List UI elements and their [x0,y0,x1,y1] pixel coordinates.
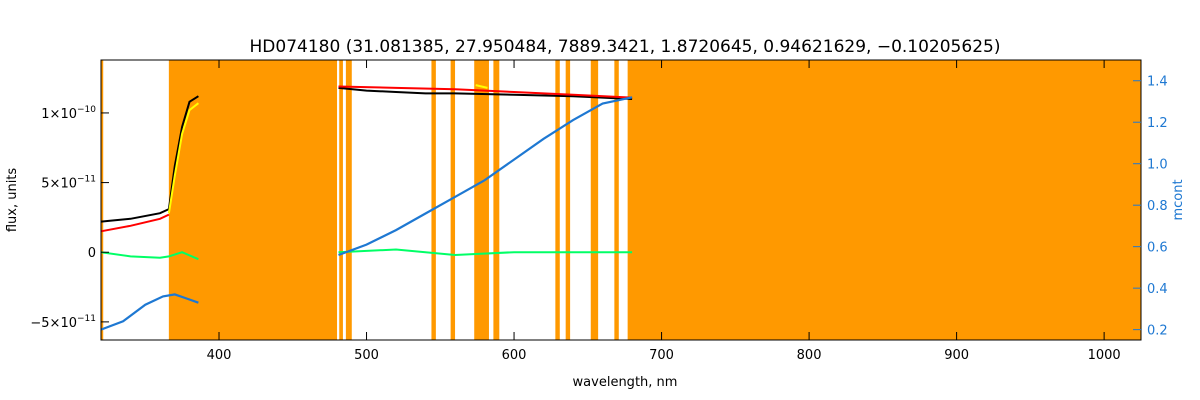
masked-region-7 [493,60,500,340]
masked-region-3 [345,60,352,340]
y2-tick-label-5: 1.2 [1147,116,1168,131]
x-tick-label-6: 1000 [1088,348,1121,363]
series-0-segment-1 [338,86,633,100]
y2-tick-label-1: 0.4 [1147,282,1168,297]
series-2-segment-0 [167,102,200,214]
masked-region-4 [431,60,436,340]
masked-region-0 [101,60,104,340]
series-4-segment-0 [100,293,199,331]
masked-region-8 [555,60,560,340]
masked-region-6 [474,60,489,340]
y2-tick-label-2: 0.6 [1147,241,1168,256]
series-0-segment-0 [100,95,199,223]
masked-region-1 [168,60,338,340]
series-layer [100,84,633,331]
y-axis-title: flux, units [5,168,20,233]
chart-title: HD074180 (31.081385, 27.950484, 7889.342… [250,37,1001,57]
x-tick-label-4: 800 [797,348,822,363]
x-tick-label-0: 400 [207,348,232,363]
x-axis: 400 500 600 700 800 900 1000 [207,60,1121,363]
x-tick-label-5: 900 [944,348,969,363]
series-2-segment-1 [475,84,488,89]
masked-region-11 [614,60,619,340]
series-3-segment-0 [100,251,199,261]
y-axis-right: 0.2 0.4 0.6 0.8 1.0 1.2 1.4 [1133,75,1168,339]
x-axis-title: wavelength, nm [573,375,678,390]
series-4-segment-1 [338,96,633,257]
y2-tick-label-6: 1.4 [1147,75,1168,90]
x-tick-label-1: 500 [354,348,379,363]
masked-region-9 [565,60,571,340]
x-tick-label-2: 600 [502,348,527,363]
y-tick-label-0: −5×10−11 [30,314,96,331]
x-tick-label-3: 700 [649,348,674,363]
series-1-segment-0 [100,213,170,233]
y-tick-label-1: 0 [88,246,96,261]
series-1-segment-1 [338,85,633,99]
masked-region-10 [590,60,599,340]
y2-axis-title: mcont [1171,179,1186,220]
masked-regions [101,60,1141,340]
y2-tick-label-0: 0.2 [1147,324,1168,339]
y-axis-left: −5×10−11 0 5×10−11 1×10−10 [30,105,109,331]
y-tick-label-3: 1×10−10 [41,105,96,122]
masked-region-5 [450,60,456,340]
y2-tick-label-3: 0.8 [1147,199,1168,214]
masked-region-12 [627,60,1141,340]
y2-tick-label-4: 1.0 [1147,158,1168,173]
masked-region-2 [339,60,343,340]
y-tick-label-2: 5×10−11 [41,175,96,192]
series-3-segment-1 [338,248,633,257]
plot-frame [100,59,1142,341]
